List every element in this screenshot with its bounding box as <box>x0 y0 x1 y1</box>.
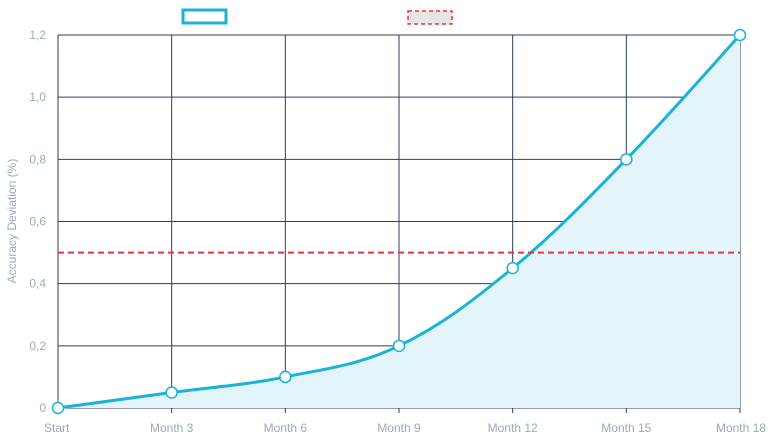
data-point[interactable] <box>51 401 65 415</box>
x-tick-label: Month 3 <box>150 421 194 435</box>
y-tick-label: 0,8 <box>29 152 46 166</box>
y-tick-label: 0,2 <box>29 339 46 353</box>
data-point[interactable] <box>392 339 406 353</box>
x-tick-label: Month 12 <box>488 421 538 435</box>
y-axis-tick-labels: 0 0,2 0,4 0,6 0,8 1,0 1,2 <box>29 28 46 415</box>
x-tick-label: Month 18 <box>716 421 766 435</box>
x-tick-label: Start <box>44 421 70 435</box>
series-area <box>58 35 740 408</box>
y-tick-label: 1,2 <box>29 28 46 42</box>
area-fill <box>58 35 740 408</box>
x-tick-label: Month 15 <box>601 421 651 435</box>
data-point[interactable] <box>620 153 633 166</box>
x-tick-label: Month 6 <box>264 421 308 435</box>
legend-swatch-series-2[interactable] <box>407 10 453 25</box>
y-axis-title: Accuracy Deviation (%) <box>5 159 19 284</box>
data-point[interactable] <box>165 386 178 399</box>
legend-swatch-series-1[interactable] <box>181 8 228 25</box>
y-tick-label: 1,0 <box>29 90 46 104</box>
y-tick-label: 0,6 <box>29 215 46 229</box>
legend <box>181 8 453 25</box>
x-tick-label: Month 9 <box>377 421 421 435</box>
data-point[interactable] <box>279 370 292 384</box>
y-tick-label: 0,4 <box>29 277 46 291</box>
data-point[interactable] <box>506 261 519 275</box>
data-point[interactable] <box>733 28 747 42</box>
y-tick-label: 0 <box>39 401 46 415</box>
point-markers <box>51 28 747 415</box>
x-axis-tick-labels: Start Month 3 Month 6 Month 9 Month 12 Month … <box>44 421 766 435</box>
